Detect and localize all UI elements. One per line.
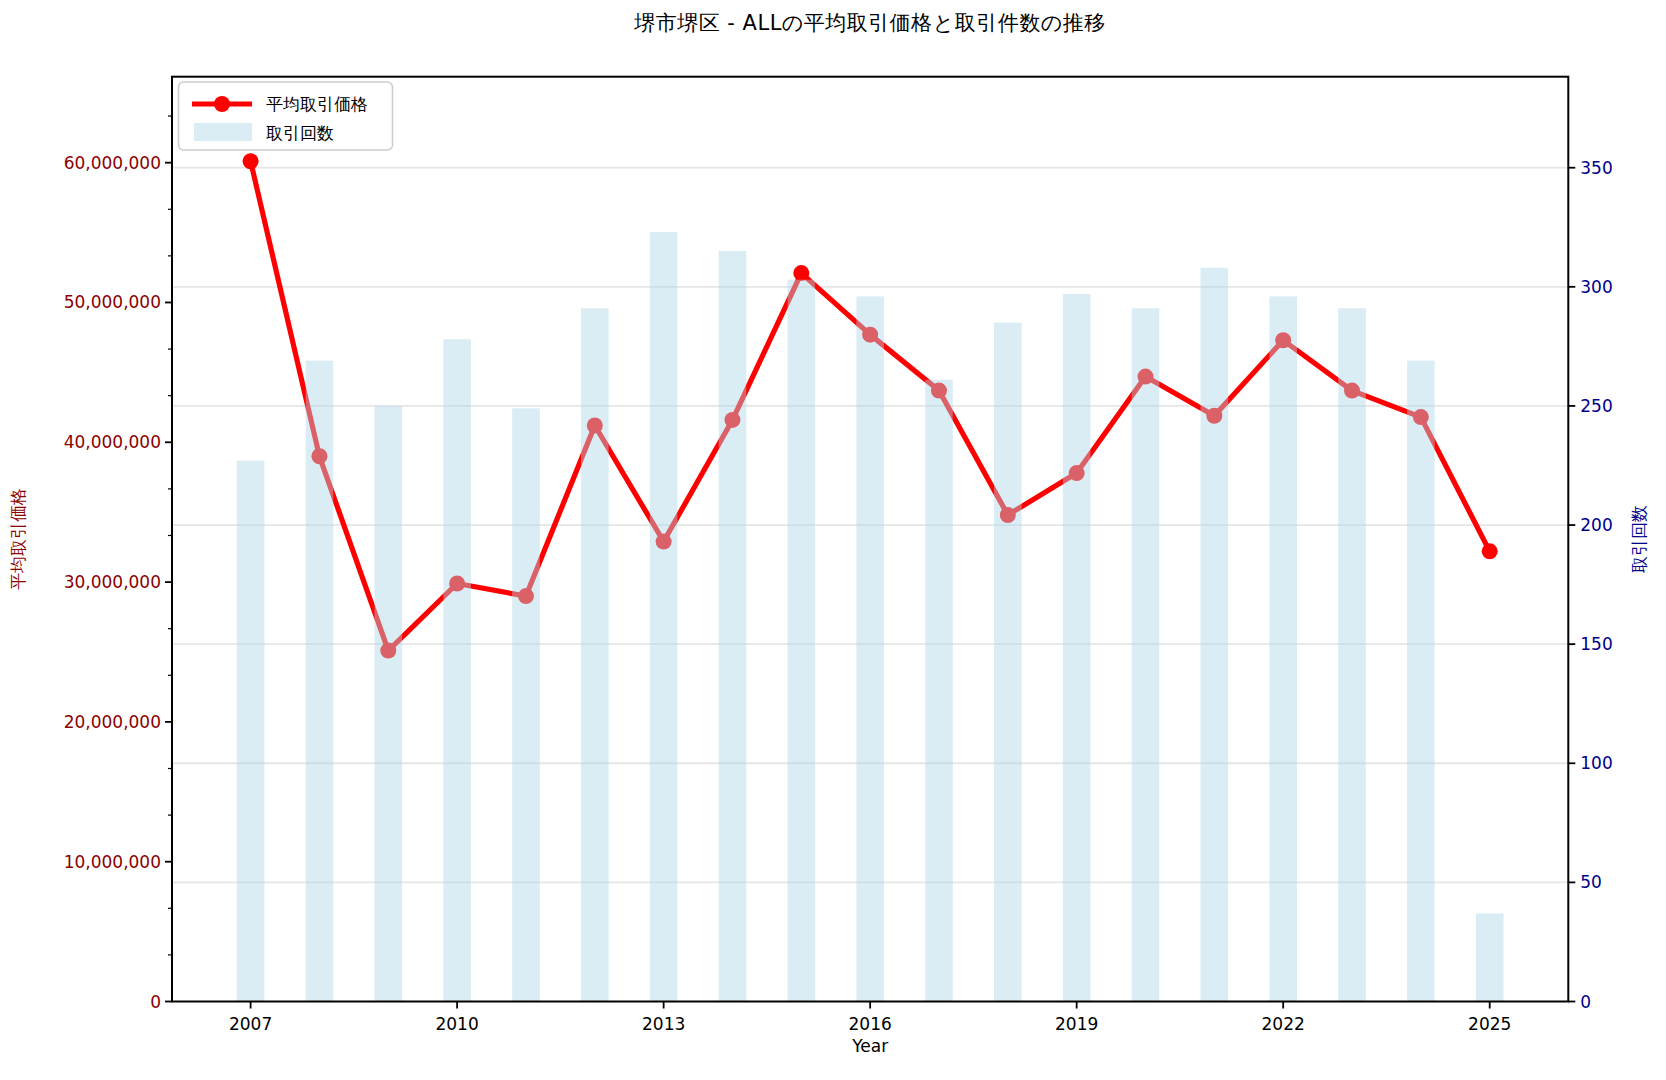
y-right-tick-label: 0 bbox=[1580, 992, 1591, 1012]
y-left-tick-label: 20,000,000 bbox=[64, 712, 161, 732]
y-right-tick-label: 100 bbox=[1580, 753, 1612, 773]
y-left-tick-label: 50,000,000 bbox=[64, 292, 161, 312]
y-right-tick-label: 350 bbox=[1580, 158, 1612, 178]
x-axis-tick-label: 2025 bbox=[1468, 1014, 1511, 1034]
count-bar-2012 bbox=[581, 308, 609, 1001]
count-bar-2022 bbox=[1269, 296, 1297, 1001]
count-bar-2018 bbox=[994, 323, 1022, 1002]
y-left-tick-label: 40,000,000 bbox=[64, 432, 161, 452]
y-left-tick-label: 60,000,000 bbox=[64, 153, 161, 173]
count-bar-2025 bbox=[1476, 913, 1504, 1001]
count-bar-2024 bbox=[1407, 361, 1435, 1002]
count-bar-2021 bbox=[1201, 268, 1229, 1002]
count-bar-2019 bbox=[1063, 294, 1091, 1002]
x-axis-tick-label: 2013 bbox=[642, 1014, 685, 1034]
legend-patch-sample bbox=[194, 123, 252, 141]
x-axis-tick-label: 2019 bbox=[1055, 1014, 1098, 1034]
chart-canvas: 2007 2010 2013 2016 2019 2022 2025 0 10,000,000 2… bbox=[0, 0, 1666, 1080]
legend-label-count: 取引回数 bbox=[266, 123, 334, 143]
count-bar-2023 bbox=[1338, 308, 1366, 1001]
count-bar-2015 bbox=[788, 280, 816, 1002]
x-axis-tick-label: 2007 bbox=[229, 1014, 272, 1034]
legend-marker-sample bbox=[214, 96, 230, 112]
legend-label-price: 平均取引価格 bbox=[266, 94, 368, 114]
y-left-tick-label: 30,000,000 bbox=[64, 572, 161, 592]
count-bar-2007 bbox=[237, 461, 265, 1002]
count-bar-2013 bbox=[650, 232, 678, 1001]
x-axis-tick-label: 2022 bbox=[1262, 1014, 1305, 1034]
legend: 平均取引価格取引回数 bbox=[179, 82, 393, 150]
x-axis-tick-label: 2010 bbox=[435, 1014, 478, 1034]
x-axis-label: Year bbox=[851, 1036, 888, 1056]
count-bar-2016 bbox=[856, 296, 884, 1001]
price-marker-2025 bbox=[1482, 543, 1498, 559]
y-right-tick-label: 50 bbox=[1580, 872, 1602, 892]
y-right-tick-label: 250 bbox=[1580, 396, 1612, 416]
y-right-tick-label: 300 bbox=[1580, 277, 1612, 297]
y-left-axis-label: 平均取引価格 bbox=[8, 488, 28, 590]
price-marker-2015 bbox=[793, 265, 809, 281]
price-marker-2007 bbox=[243, 153, 259, 169]
count-bar-2017 bbox=[925, 380, 953, 1002]
count-bar-2008 bbox=[306, 361, 334, 1002]
count-bar-2009 bbox=[374, 406, 402, 1002]
y-right-axis-label: 取引回数 bbox=[1629, 505, 1649, 573]
y-right-tick-label: 150 bbox=[1580, 634, 1612, 654]
y-right-tick-label: 200 bbox=[1580, 515, 1612, 535]
count-bar-2014 bbox=[719, 251, 747, 1001]
y-left-tick-label: 10,000,000 bbox=[64, 852, 161, 872]
count-bar-2010 bbox=[443, 339, 471, 1001]
y-left-tick-label: 0 bbox=[150, 992, 161, 1012]
count-bar-2011 bbox=[512, 408, 540, 1001]
figure: 堺市堺区 - ALLの平均取引価格と取引件数の推移 20072010201320… bbox=[0, 0, 1666, 1080]
count-bar-2020 bbox=[1132, 308, 1160, 1001]
x-axis-tick-label: 2016 bbox=[849, 1014, 892, 1034]
